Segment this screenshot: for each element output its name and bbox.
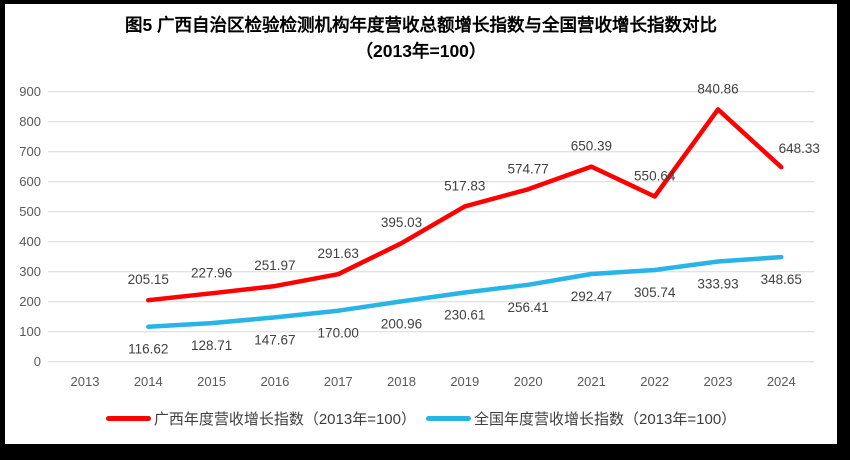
data-label: 256.41 bbox=[507, 300, 548, 315]
data-label: 574.77 bbox=[507, 161, 548, 176]
line-chart: 0 100 200 300 400 500 600 700 800 900 2013 2014 2015… bbox=[19, 81, 820, 389]
x-axis-tick-label: 2019 bbox=[450, 374, 479, 389]
data-label: 517.83 bbox=[444, 178, 485, 193]
legend-item-national: 全国年度营收增长指数（2013年=100） bbox=[426, 408, 736, 429]
y-axis-tick-label: 500 bbox=[19, 204, 41, 219]
x-axis-tick-label: 2014 bbox=[134, 374, 163, 389]
y-axis-tick-label: 400 bbox=[19, 234, 41, 249]
x-axis-tick-label: 2018 bbox=[387, 374, 416, 389]
data-label: 251.97 bbox=[254, 258, 295, 273]
national-series-label: 全国年度营收增长指数（2013年=100） bbox=[474, 411, 737, 428]
data-label: 291.63 bbox=[318, 246, 359, 261]
y-axis-tick-label: 100 bbox=[19, 324, 41, 339]
x-axis-tick-label: 2017 bbox=[324, 374, 353, 389]
data-label: 650.39 bbox=[571, 139, 612, 154]
data-label: 200.96 bbox=[381, 316, 422, 331]
y-axis-tick-label: 800 bbox=[19, 114, 41, 129]
data-label: 840.86 bbox=[697, 81, 738, 96]
x-axis-tick-label: 2021 bbox=[577, 374, 606, 389]
y-axis-tick-label: 0 bbox=[34, 354, 41, 369]
data-label: 116.62 bbox=[128, 342, 168, 357]
guangxi-series-line bbox=[146, 107, 784, 303]
y-axis-tick-label: 900 bbox=[19, 84, 41, 99]
y-axis-tick-label: 300 bbox=[19, 264, 41, 279]
guangxi-series-swatch bbox=[105, 416, 151, 421]
x-axis-tick-label: 2022 bbox=[640, 374, 669, 389]
x-axis-tick-label: 2016 bbox=[260, 374, 289, 389]
data-label: 292.47 bbox=[571, 289, 612, 304]
x-axis-tick-label: 2015 bbox=[197, 374, 226, 389]
x-axis-tick-label: 2020 bbox=[514, 374, 543, 389]
chart-title: 图5 广西自治区检验检测机构年度营收总额增长指数与全国营收增长指数对比（2013… bbox=[5, 12, 837, 65]
data-label: 205.15 bbox=[128, 272, 169, 287]
chart-legend: 广西年度营收增长指数（2013年=100） 全国年度营收增长指数（2013年=1… bbox=[5, 408, 837, 429]
legend-item-guangxi: 广西年度营收增长指数（2013年=100） bbox=[105, 408, 416, 429]
x-axis-tick-label: 2023 bbox=[704, 374, 733, 389]
chart-title-text: 图5 广西自治区检验检测机构年度营收总额增长指数与全国营收增长指数对比（2013… bbox=[124, 15, 718, 62]
data-label: 333.93 bbox=[697, 277, 738, 292]
data-label: 147.67 bbox=[254, 332, 295, 347]
data-label: 170.00 bbox=[318, 326, 359, 341]
data-label: 305.74 bbox=[634, 285, 676, 300]
data-label: 395.03 bbox=[381, 215, 422, 230]
national-series-line bbox=[146, 254, 784, 329]
y-axis-tick-label: 700 bbox=[19, 144, 41, 159]
data-label: 128.71 bbox=[191, 338, 232, 353]
guangxi-series-label: 广西年度营收增长指数（2013年=100） bbox=[153, 411, 416, 428]
data-label: 348.65 bbox=[761, 272, 802, 287]
y-axis-tick-label: 200 bbox=[19, 294, 41, 309]
national-series-swatch bbox=[426, 416, 471, 421]
data-label: 648.33 bbox=[779, 141, 820, 156]
data-label: 550.64 bbox=[634, 169, 676, 184]
y-axis-tick-label: 600 bbox=[19, 174, 41, 189]
x-axis-tick-label: 2024 bbox=[767, 374, 796, 389]
x-axis-tick-label: 2013 bbox=[71, 374, 100, 389]
data-label: 227.96 bbox=[191, 265, 232, 280]
data-label: 230.61 bbox=[444, 308, 485, 323]
